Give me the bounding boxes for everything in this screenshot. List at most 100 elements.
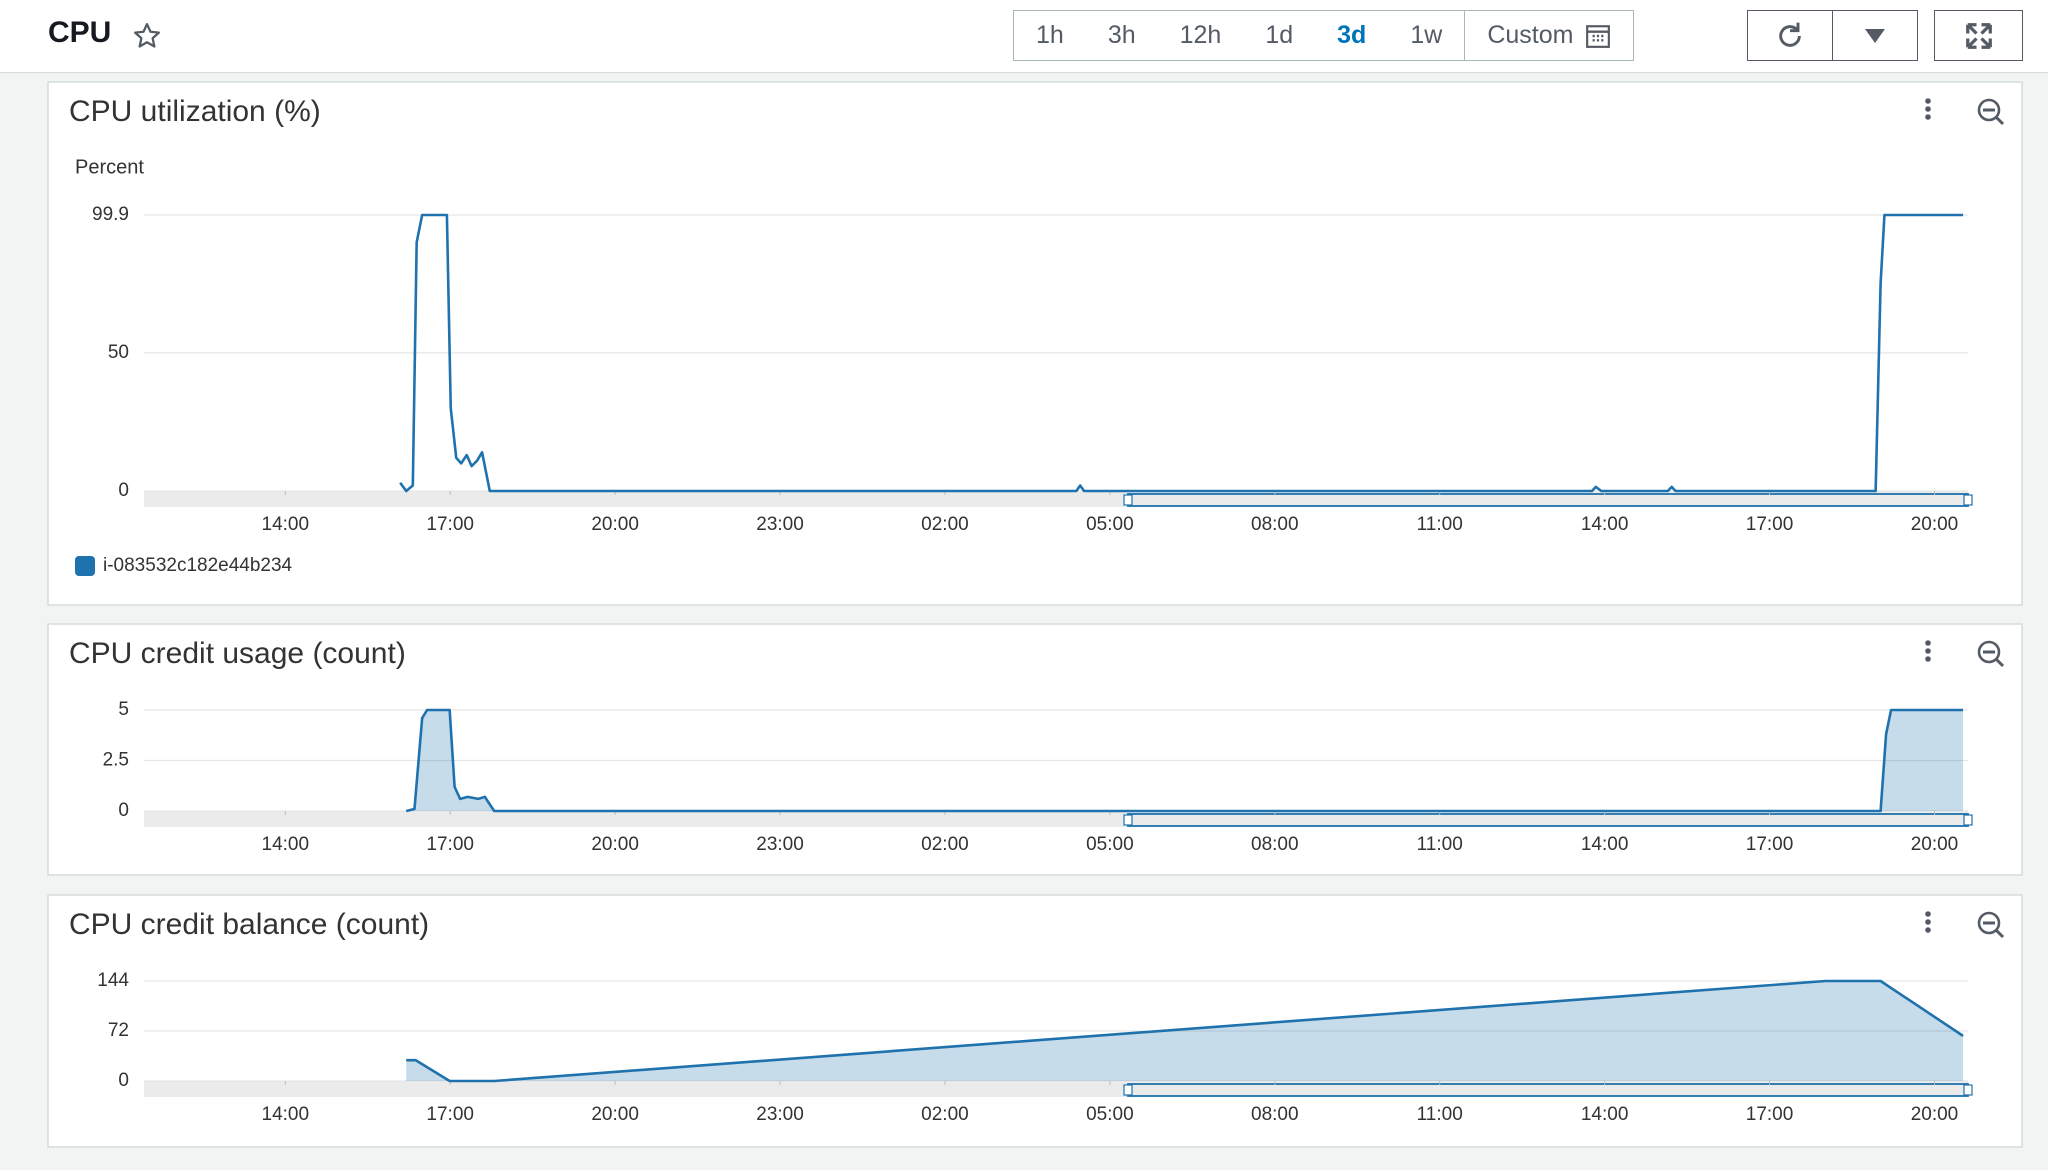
legend-label: i-083532c182e44b234	[103, 555, 293, 576]
x-tick-label: 08:00	[1251, 1104, 1299, 1125]
menu-dot	[1925, 927, 1931, 933]
menu-dot	[1925, 106, 1931, 112]
x-tick-label: 20:00	[1911, 834, 1959, 855]
y-tick-label: 2.5	[103, 750, 129, 771]
x-tick-label: 02:00	[921, 834, 969, 855]
x-tick-label: 02:00	[921, 1104, 969, 1125]
x-tick-label: 20:00	[591, 514, 639, 535]
x-tick-label: 17:00	[426, 514, 474, 535]
x-tick-label: 11:00	[1417, 1104, 1463, 1125]
x-tick-label: 14:00	[1581, 834, 1629, 855]
y-tick-label: 50	[108, 342, 129, 363]
time-range-label: Custom	[1487, 21, 1574, 49]
x-tick-label: 08:00	[1251, 834, 1299, 855]
x-axis-strip	[144, 491, 1968, 507]
x-tick-label: 20:00	[591, 834, 639, 855]
x-tick-label: 23:00	[756, 1104, 804, 1125]
menu-dot	[1925, 98, 1931, 104]
chart-title: CPU credit usage (count)	[69, 637, 406, 670]
menu-dot	[1925, 648, 1931, 654]
x-tick-label: 17:00	[1746, 514, 1794, 535]
series-line	[405, 708, 1964, 813]
refresh-options-button[interactable]	[1832, 10, 1918, 61]
brush-handle	[1963, 1084, 1973, 1096]
y-tick-label: 0	[118, 800, 129, 821]
x-tick-label: 11:00	[1417, 834, 1463, 855]
y-tick-label: 72	[108, 1020, 129, 1041]
menu-dot	[1925, 656, 1931, 662]
fullscreen-button[interactable]	[1934, 10, 2023, 61]
series-line	[399, 213, 1964, 493]
x-tick-label: 23:00	[756, 514, 804, 535]
refresh-button[interactable]	[1747, 10, 1833, 61]
x-tick-label: 17:00	[1746, 1104, 1794, 1125]
x-tick-label: 17:00	[426, 834, 474, 855]
y-tick-label: 5	[118, 699, 129, 720]
x-tick-label: 11:00	[1417, 514, 1463, 535]
chart-title: CPU utilization (%)	[69, 95, 321, 128]
x-tick-label: 05:00	[1086, 1104, 1134, 1125]
x-tick-label: 23:00	[756, 834, 804, 855]
panel-background	[47, 623, 2023, 876]
menu-dot	[1925, 640, 1931, 646]
zoom-icon-detail	[1983, 921, 2005, 939]
chart-panel: CPU utilization (%) Percent 0 50 99.9 14:00 17…	[47, 81, 2023, 606]
brush-handle	[1123, 1084, 1133, 1096]
favorite-star[interactable]	[132, 21, 162, 51]
time-range-label: 12h	[1179, 21, 1222, 49]
header: CPU 1h 3h 12h 1d 3d 1w Custom	[0, 0, 2048, 73]
zoom-icon	[1977, 911, 2001, 935]
time-range-button[interactable]: Custom	[1464, 11, 1633, 60]
time-range-button[interactable]: 3d	[1315, 11, 1388, 60]
x-tick-label: 14:00	[262, 834, 310, 855]
menu-dot	[1925, 114, 1931, 120]
time-range-label: 3d	[1337, 21, 1367, 49]
time-range-label: 1h	[1036, 21, 1064, 49]
zoom-icon	[1977, 640, 2001, 664]
x-tick-label: 20:00	[1911, 1104, 1959, 1125]
y-tick-label: 144	[97, 970, 129, 991]
panel-background	[47, 81, 2023, 606]
y-tick-label: 0	[118, 1070, 129, 1091]
x-tick-label: 02:00	[921, 514, 969, 535]
x-tick-label: 14:00	[262, 514, 310, 535]
time-range-group: 1h 3h 12h 1d 3d 1w Custom	[1013, 10, 1635, 61]
x-axis-strip	[144, 811, 1968, 827]
page-title: CPU	[48, 16, 112, 49]
zoom-icon-detail	[1983, 650, 2005, 668]
zoom-icon-detail	[1983, 108, 2005, 126]
chart-panel: CPU credit usage (count) 0 2.5 5 14:00 17:00 2…	[47, 623, 2023, 876]
brush-handle	[1963, 494, 1973, 506]
x-tick-label: 20:00	[591, 1104, 639, 1125]
time-range-label: 1w	[1410, 21, 1443, 49]
legend-swatch	[75, 556, 95, 576]
zoom-icon	[1977, 98, 2001, 122]
x-tick-label: 17:00	[1746, 834, 1794, 855]
time-range-button[interactable]: 1w	[1388, 11, 1464, 60]
brush-handle	[1963, 814, 1973, 826]
x-tick-label: 08:00	[1251, 514, 1299, 535]
time-range-label: 3h	[1107, 21, 1136, 49]
x-tick-label: 14:00	[1581, 1104, 1629, 1125]
chart-title: CPU credit balance (count)	[69, 908, 429, 941]
chart-panel: CPU credit balance (count) 0 72 144 14:00 17:…	[47, 894, 2023, 1148]
time-range-button[interactable]: 1h	[1014, 11, 1086, 60]
time-range-button[interactable]: 3h	[1086, 11, 1158, 60]
time-range-button[interactable]: 1d	[1243, 11, 1315, 60]
y-tick-label: 0	[118, 480, 129, 501]
x-tick-label: 05:00	[1086, 514, 1134, 535]
brush-handle	[1123, 494, 1133, 506]
x-tick-label: 20:00	[1911, 514, 1959, 535]
menu-dot	[1925, 919, 1931, 925]
x-tick-label: 14:00	[1581, 514, 1629, 535]
y-tick-label: 99.9	[92, 204, 129, 225]
time-range-label: 1d	[1265, 21, 1294, 49]
panel-background	[47, 894, 2023, 1148]
x-tick-label: 14:00	[262, 1104, 310, 1125]
series-line	[406, 979, 1964, 1083]
time-range-button[interactable]: 12h	[1158, 11, 1244, 60]
menu-dot	[1925, 911, 1931, 917]
area-fill	[406, 981, 1964, 1081]
